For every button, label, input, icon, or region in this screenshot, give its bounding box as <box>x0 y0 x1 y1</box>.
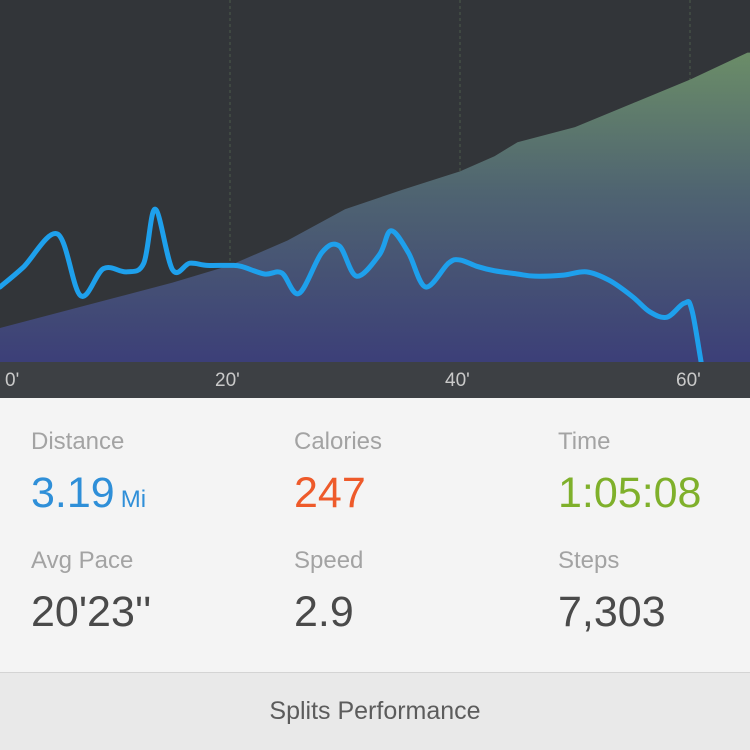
stat-value: 20'23'' <box>31 589 271 635</box>
stat-label: Distance <box>31 428 125 455</box>
divider <box>0 672 750 673</box>
distance-value: 3.19 <box>31 469 115 517</box>
stat-calories: Calories 247 <box>294 428 534 516</box>
avg-pace-value: 20'23'' <box>31 588 152 636</box>
stat-value: 7,303 <box>558 589 750 635</box>
x-tick-label: 40' <box>445 370 470 391</box>
time-value: 1:05:08 <box>558 469 702 517</box>
stat-time: Time 1:05:08 <box>558 428 750 516</box>
splits-performance-button[interactable]: Splits Performance <box>0 673 750 750</box>
pace-elevation-chart <box>0 0 750 362</box>
speed-value: 2.9 <box>294 588 354 636</box>
chart-svg <box>0 0 750 362</box>
x-tick-label: 0' <box>5 370 20 391</box>
calories-value: 247 <box>294 469 366 517</box>
distance-unit: Mi <box>120 486 147 513</box>
elevation-area <box>0 52 750 362</box>
stat-distance: Distance 3.19 Mi <box>31 428 271 523</box>
stat-label: Avg Pace <box>31 547 134 574</box>
stat-avg-pace: Avg Pace 20'23'' <box>31 547 271 635</box>
stat-steps: Steps 7,303 <box>558 547 750 635</box>
time-axis: 0' 20' 40' 60' <box>0 362 750 398</box>
stat-value: 1:05:08 <box>558 470 750 516</box>
stat-label: Time <box>558 428 611 455</box>
stat-value: 247 <box>294 470 534 516</box>
x-tick-label: 20' <box>215 370 240 391</box>
stat-speed: Speed 2.9 <box>294 547 534 635</box>
stat-value: 3.19 Mi <box>31 470 271 523</box>
stat-label: Speed <box>294 547 364 574</box>
pace-line <box>0 206 704 362</box>
x-tick-label: 60' <box>676 370 701 391</box>
stat-label: Steps <box>558 547 620 574</box>
splits-performance-label: Splits Performance <box>269 697 481 725</box>
steps-value: 7,303 <box>558 588 666 636</box>
stat-label: Calories <box>294 428 383 455</box>
stats-panel: Distance 3.19 Mi Calories 247 Time 1:05:0… <box>0 398 750 672</box>
stat-value: 2.9 <box>294 589 534 635</box>
